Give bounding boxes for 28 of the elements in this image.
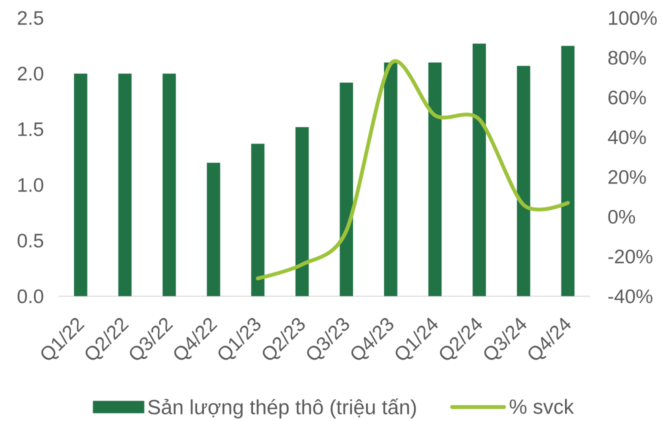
y-tick-label: 2.0: [18, 66, 44, 81]
bar: [428, 62, 442, 296]
y-tick-label: 2.5: [18, 11, 44, 25]
legend-label: % svck: [510, 398, 574, 414]
y-tick-label: 1.0: [18, 178, 44, 192]
bar: [251, 144, 264, 296]
y2-tick-label: -20%: [608, 250, 652, 264]
y-tick-label: 0.5: [18, 234, 44, 248]
y2-tick-label: 0%: [608, 210, 636, 224]
y2-tick-label: 100%: [609, 11, 657, 25]
y2-tick-label: -40%: [608, 289, 652, 304]
bar: [74, 74, 88, 296]
bar: [295, 127, 309, 296]
bar: [118, 74, 132, 296]
bar: [516, 66, 530, 296]
bar: [162, 74, 176, 296]
y2-tick-label: 20%: [608, 170, 646, 184]
bar: [384, 62, 398, 296]
y2-tick-label: 40%: [608, 130, 646, 144]
bar: [561, 46, 575, 296]
y2-tick-label: 80%: [608, 50, 646, 65]
y2-tick-label: 60%: [608, 90, 646, 104]
legend-label: Sản lượng thép thô (triệu tấn): [148, 398, 416, 418]
bar: [340, 82, 354, 296]
bar: [472, 44, 486, 296]
y-tick-label: 0.0: [18, 289, 44, 304]
y-tick-label: 1.5: [18, 122, 44, 136]
bar: [206, 162, 220, 296]
